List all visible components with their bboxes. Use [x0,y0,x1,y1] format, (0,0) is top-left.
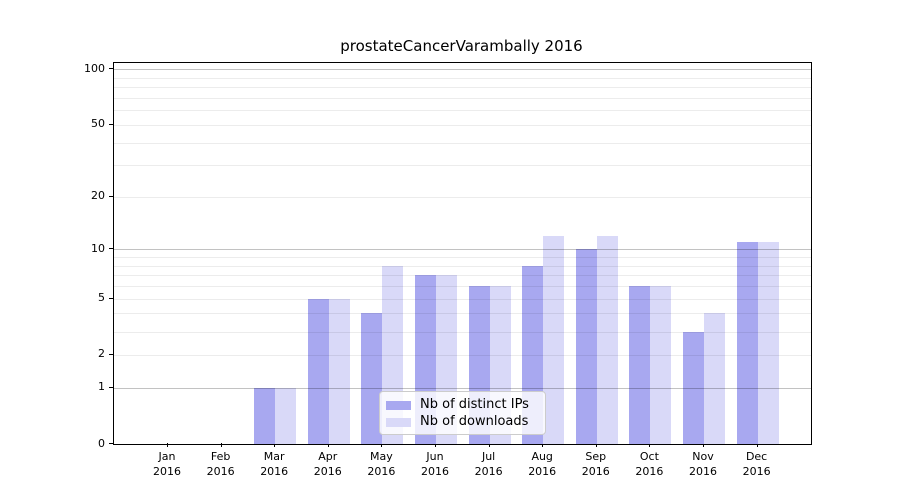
legend: Nb of distinct IPs Nb of downloads [379,391,546,435]
gridline-minor [114,77,811,79]
x-axis-tick-label: Mar 2016 [260,450,289,478]
bar-distinct-ips-oct [629,286,651,444]
x-axis-tick [435,443,436,447]
gridline-minor [114,98,811,99]
gridline-major [114,249,811,251]
gridline-minor [114,275,811,277]
gridline-minor [114,165,811,167]
gridline-minor [114,87,811,89]
bar-distinct-ips-sep [575,249,597,444]
x-axis-tick [220,443,222,447]
bar-distinct-ips-dec [736,242,758,444]
x-axis-tick-label: May 2016 [367,450,396,478]
gridline-minor [114,298,811,300]
bar-downloads-apr [328,298,350,444]
y-axis-tick [109,68,113,70]
bar-downloads-dec [757,242,779,444]
gridline-minor [114,124,811,126]
y-axis-tick-label: 50 [91,117,105,131]
bar-distinct-ips-may [361,313,383,444]
bar-distinct-ips-mar [254,387,276,444]
bar-distinct-ips-apr [307,298,329,444]
y-axis-tick-label: 0 [98,436,105,450]
x-axis-tick-label: Jul 2016 [474,450,503,478]
x-axis-tick-label: Apr 2016 [313,450,342,478]
y-axis-tick-label: 20 [91,189,105,203]
bar-downloads-aug [543,235,565,444]
x-axis-tick-label: Nov 2016 [689,450,717,478]
y-axis-tick-label: 2 [98,347,105,361]
y-axis-tick [109,353,113,355]
gridline-major [114,69,811,71]
bar-distinct-ips-nov [683,331,704,444]
x-axis-tick-label: Aug 2016 [528,450,557,478]
x-axis-tick [274,443,276,447]
x-axis-tick [756,443,758,447]
gridline-minor [114,331,811,333]
bar-downloads-oct [650,286,672,444]
plot-area [113,62,812,445]
x-axis-tick [649,443,651,447]
x-axis-tick-label: Dec 2016 [742,450,771,478]
legend-label-distinct-ips: Nb of distinct IPs [420,397,529,412]
bar-downloads-sep [596,235,618,444]
legend-swatch-downloads-icon [386,417,411,427]
x-axis-tick [703,443,704,447]
x-axis-tick [488,443,490,447]
gridline-minor [114,257,811,259]
y-axis-tick-label: 10 [91,241,105,255]
y-axis-tick-label: 5 [98,291,105,305]
gridline-minor [114,110,811,112]
x-axis-tick [542,443,544,447]
legend-item-downloads: Nb of downloads [386,414,538,430]
x-axis-tick-label: Jan 2016 [153,450,181,478]
legend-swatch-distinct-ips-icon [386,400,411,410]
y-axis-tick-label: 100 [84,61,105,75]
gridline-minor [114,286,811,288]
x-axis-tick [381,443,383,447]
gridline-minor [114,313,811,315]
x-axis-tick-label: Jun 2016 [421,450,449,478]
y-axis-tick-label: 1 [98,380,105,394]
legend-label-downloads: Nb of downloads [420,414,529,429]
bar-downloads-nov [704,313,725,444]
x-axis-tick [327,443,329,447]
bar-downloads-mar [275,387,297,444]
y-axis-tick [109,248,113,250]
gridline-minor [114,265,811,267]
gridline-minor [114,142,811,144]
x-axis-tick [167,443,168,447]
chart-title: prostateCancerVarambally 2016 [340,37,583,55]
x-axis-tick-label: Sep 2016 [581,450,610,478]
gridline-minor [114,354,811,356]
x-axis-tick-label: Feb 2016 [206,450,235,478]
y-axis-tick [109,443,113,444]
legend-item-distinct-ips: Nb of distinct IPs [386,397,538,413]
y-axis-tick [109,123,113,125]
gridline-minor [114,196,811,198]
y-axis-tick [109,297,113,299]
x-axis-tick [595,443,597,447]
gridline-major [114,387,811,389]
y-axis-tick [109,195,113,197]
y-axis-tick [109,386,113,388]
x-axis-tick-label: Oct 2016 [635,450,664,478]
